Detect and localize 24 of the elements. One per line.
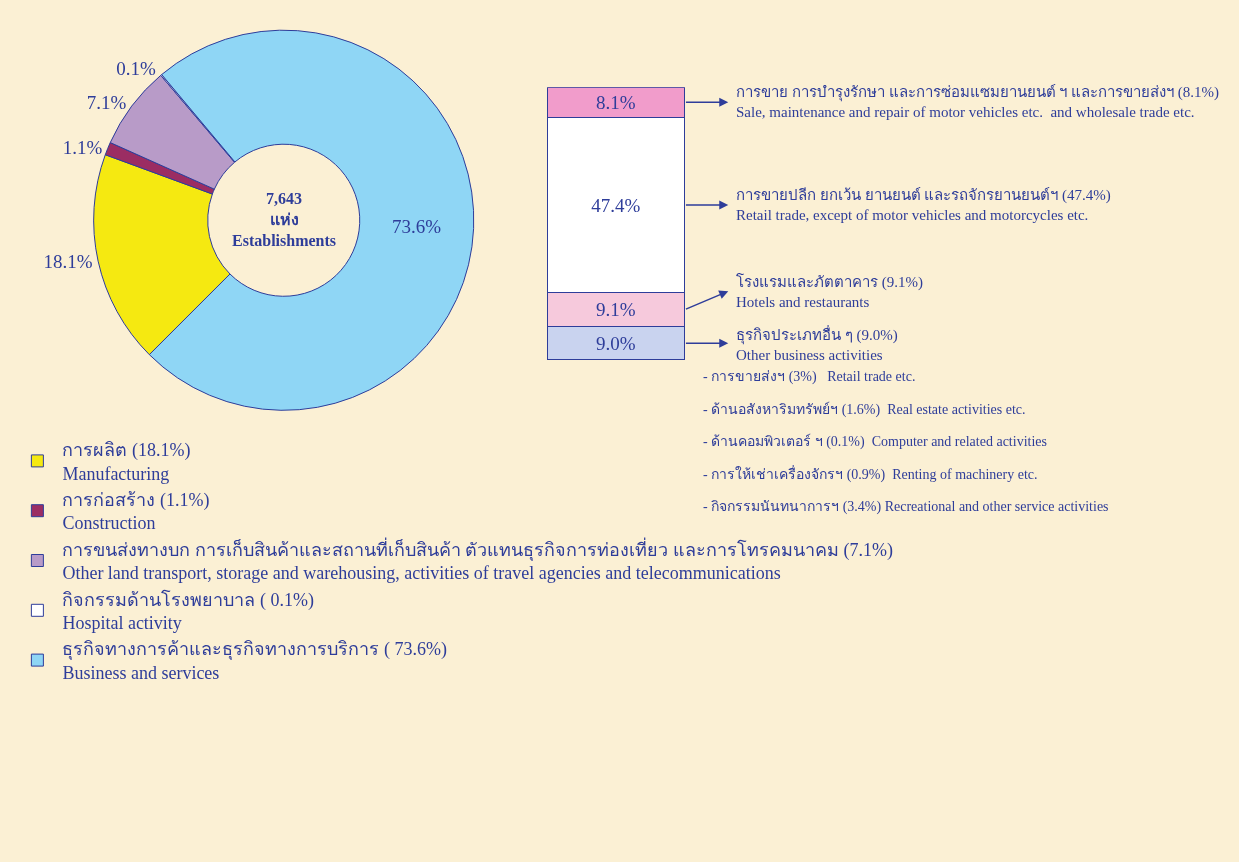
legend-label: การขาย การบำรุงรักษา และการซ่อมแซมยานยนต์ ฯ และการขายส่งฯ (8.1%) Sale, maintenance and repair of motor vehicles etc. and wholesale trade etc. — [736, 84, 1219, 120]
legend-label: การขายปลีก ยกเว้น ยานยนต์ และรถจักรยานยนต์ฯ (47.4%) Retail trade, except of motor vehicles and motorcycles etc. — [736, 187, 1111, 223]
data-label: 9.0% — [596, 332, 636, 354]
legend-label: การก่อสร้าง (1.1%) Construction — [62, 490, 210, 534]
legend-label: การขนส่งทางบก การเก็บสินค้าและสถานที่เก็บสินค้า ตัวแทนธุรกิจการท่องเที่ยว และการโทรคมนาคม (7.1%) Other land transport, storage and warehousing, activities of travel agencies and telecommunications — [62, 536, 893, 584]
legend-label: การผลิต (18.1%) Manufacturing — [62, 440, 191, 484]
data-label: 8.1% — [596, 91, 636, 113]
text: - กิจกรรมนันทนาการฯ (3.4%) Recreational and other service activities — [703, 499, 1109, 515]
data-label: 9.1% — [596, 299, 636, 321]
text: 7,643 แห่ง Establishments — [232, 190, 337, 249]
data-label: 0.1% — [116, 58, 156, 80]
data-label: 47.4% — [591, 194, 641, 216]
data-label: 7.1% — [86, 91, 127, 113]
legend-label: โรงแรมและภัตตาคาร (9.1%) Hotels and restaurants — [736, 273, 923, 310]
text: - การขายส่งฯ (3%) Retail trade etc. — [703, 369, 916, 385]
legend-label: กิจกรรมด้านโรงพยาบาล ( 0.1%) Hospital activity — [62, 588, 314, 634]
legend-label: ธุรกิจประเภทอื่น ๆ (9.0%) Other business activities — [736, 324, 898, 363]
text: - การให้เช่าเครื่องจักรฯ (0.9%) Renting of machinery etc. — [703, 465, 1038, 483]
data-label: 1.1% — [62, 136, 103, 158]
text: - ด้านคอมพิวเตอร์ ฯ (0.1%) Computer and related activities — [703, 433, 1047, 450]
data-label: 18.1% — [43, 251, 93, 273]
data-label: 73.6% — [392, 215, 442, 237]
text: - ด้านอสังหาริมทรัพย์ฯ (1.6%) Real estate activities etc. — [703, 401, 1026, 418]
legend-label: ธุรกิจทางการค้าและธุรกิจทางการบริการ ( 73.6%) Business and services — [62, 639, 447, 683]
